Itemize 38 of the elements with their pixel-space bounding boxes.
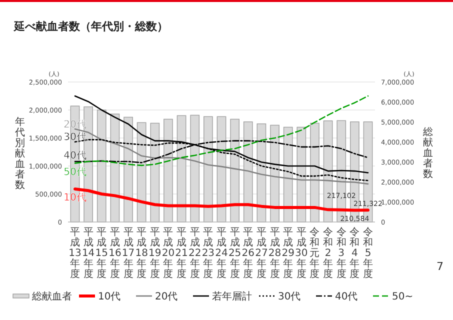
annotation: 30代 [64,132,86,143]
x-tick-label: 平成28年度 [268,227,282,280]
x-tick-label: 平成23年度 [202,227,215,280]
x-tick-label: 平成14年度 [82,227,95,280]
x-tick-label: 平成24年度 [215,227,228,280]
x-tick-label: 平成13年度 [68,227,82,280]
chart-title: 延べ献血者数（年代別・総数） [13,20,168,33]
x-tick-label: 令和5年度 [363,226,374,280]
x-tick-label: 令和元年度 [310,226,320,280]
x-tick-label: 平成17年度 [122,227,135,280]
y2-axis-title: 総献血者数 [422,126,433,180]
annotation: 10代 [64,192,86,204]
x-tick-label: 令和3年度 [336,226,346,280]
legend-label: 10代 [98,292,121,302]
x-tick-label: 平成29年度 [282,227,294,280]
legend-label: 総献血者 [31,290,72,302]
x-tick-label: 平成16年度 [108,227,122,280]
x-tick-label: 平成18年度 [135,227,148,280]
legend-label: 40代 [335,292,358,302]
x-tick-label: 令和4年度 [350,226,360,280]
x-tick-label: 平成19年度 [148,227,162,280]
x-tick-label: 平成20年度 [162,227,175,280]
x-tick-label: 平成21年度 [175,227,188,280]
legend-label: 20代 [155,292,178,302]
text: 7 [436,260,444,273]
legend-label: 若年層計 [212,290,252,302]
x-tick-label: 平成30年度 [295,227,308,280]
annotation: 50代 [64,167,86,178]
x-tick-label: 平成27年度 [255,227,268,280]
x-tick-label: 平成26年度 [242,227,255,280]
x-tick-label: 平成15年度 [95,227,108,280]
annotation: 40代 [64,150,86,162]
x-tick-label: 平成25年度 [228,227,242,280]
y-axis-title: 年代別献血者数 [14,116,25,191]
x-tick-label: 令和2年度 [323,226,334,280]
legend-label: 30代 [278,292,301,302]
legend-label: 50~ [392,292,414,302]
x-tick-label: 平成22年度 [188,227,202,280]
